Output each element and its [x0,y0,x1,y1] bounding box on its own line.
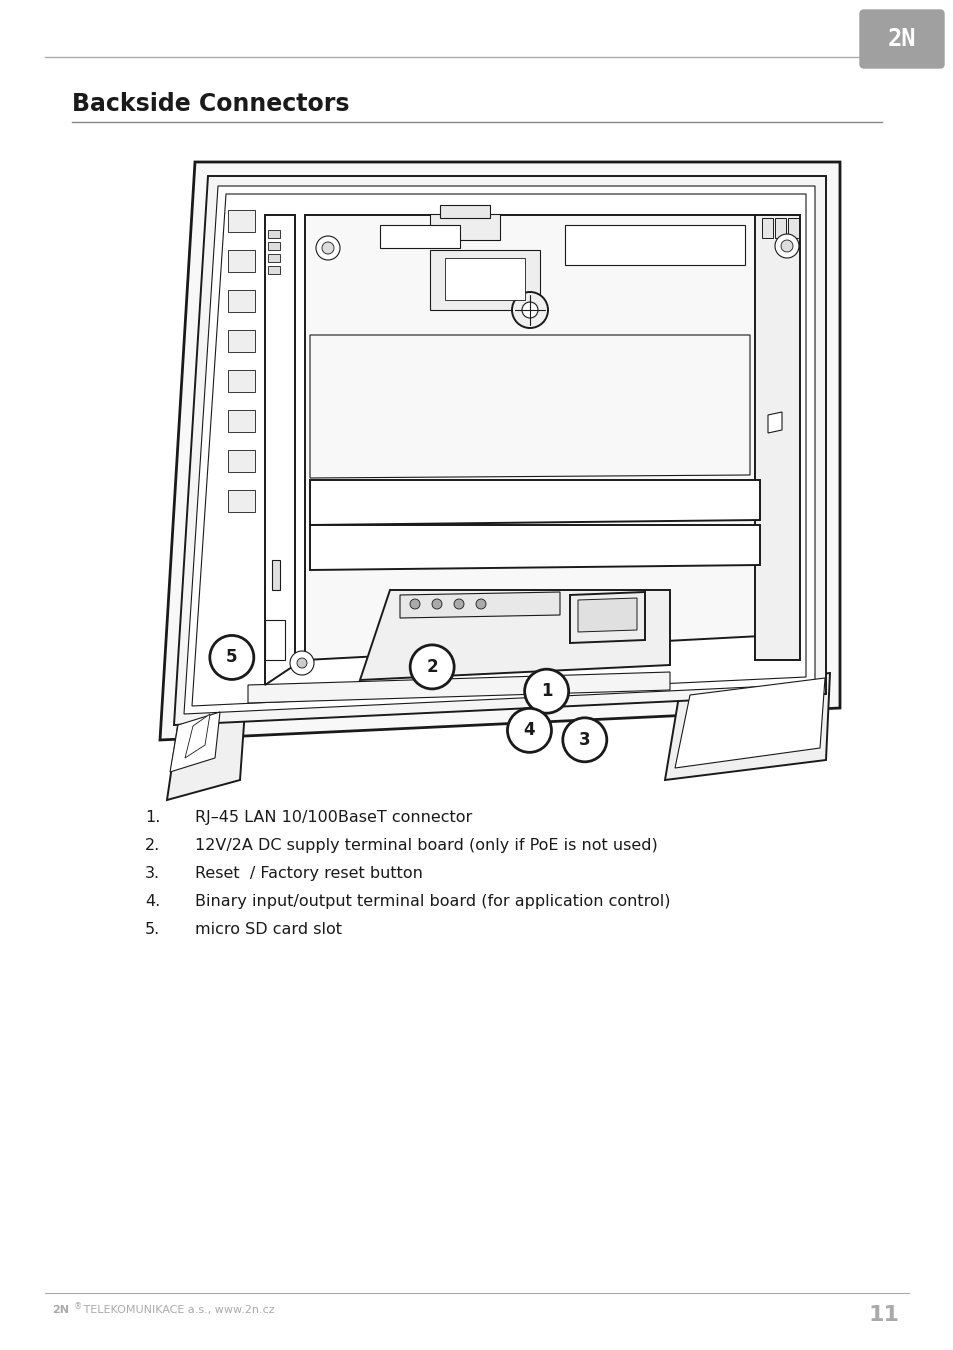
Text: Backside Connectors: Backside Connectors [71,92,349,116]
Text: TELEKOMUNIKACE a.s., www.2n.cz: TELEKOMUNIKACE a.s., www.2n.cz [80,1305,274,1315]
Text: Reset  / Factory reset button: Reset / Factory reset button [194,865,422,882]
Text: 5.: 5. [145,922,160,937]
Circle shape [410,645,454,688]
Polygon shape [444,258,524,300]
Polygon shape [184,186,814,714]
Polygon shape [228,450,254,472]
Polygon shape [767,412,781,433]
Polygon shape [359,590,669,680]
Polygon shape [310,525,760,570]
Polygon shape [439,205,490,217]
Text: 3.: 3. [145,865,160,882]
Polygon shape [160,162,840,740]
Polygon shape [564,225,744,265]
Polygon shape [228,211,254,232]
Text: 11: 11 [868,1305,899,1324]
Polygon shape [268,254,280,262]
Text: 1.: 1. [145,810,160,825]
Circle shape [410,599,419,609]
Polygon shape [185,714,210,757]
Polygon shape [379,225,459,248]
Text: RJ–45 LAN 10/100BaseT connector: RJ–45 LAN 10/100BaseT connector [194,810,472,825]
Polygon shape [268,266,280,274]
Polygon shape [167,710,245,801]
Polygon shape [569,593,644,643]
Polygon shape [228,490,254,512]
Circle shape [781,240,792,252]
Circle shape [322,242,334,254]
Polygon shape [430,250,539,310]
Circle shape [524,670,568,713]
Text: 3: 3 [578,730,590,749]
Text: 2N: 2N [887,27,915,51]
Polygon shape [173,176,825,725]
Polygon shape [228,410,254,432]
Polygon shape [265,215,294,684]
Text: 2.: 2. [145,838,160,853]
Polygon shape [664,674,829,780]
Text: 2: 2 [426,657,437,676]
Circle shape [512,292,547,328]
Polygon shape [272,560,280,590]
Polygon shape [170,711,220,772]
Polygon shape [305,215,780,660]
Text: 4: 4 [523,721,535,740]
Polygon shape [578,598,637,632]
Text: Binary input/output terminal board (for application control): Binary input/output terminal board (for … [194,894,670,909]
Circle shape [476,599,485,609]
FancyBboxPatch shape [859,9,943,68]
Polygon shape [774,217,785,238]
Polygon shape [399,593,559,618]
Polygon shape [675,678,824,768]
Polygon shape [228,329,254,352]
Circle shape [521,302,537,319]
Polygon shape [754,215,800,660]
Circle shape [315,236,339,261]
Circle shape [454,599,463,609]
Polygon shape [192,194,805,706]
Polygon shape [761,217,772,238]
Text: 12V/2A DC supply terminal board (only if PoE is not used): 12V/2A DC supply terminal board (only if… [194,838,657,853]
Polygon shape [248,672,669,703]
Polygon shape [268,242,280,250]
Circle shape [296,657,307,668]
Circle shape [290,651,314,675]
Polygon shape [430,215,499,240]
Polygon shape [268,230,280,238]
Polygon shape [228,250,254,271]
Circle shape [210,636,253,679]
Text: 2N: 2N [52,1305,69,1315]
Text: micro SD card slot: micro SD card slot [194,922,341,937]
Circle shape [507,709,551,752]
Polygon shape [310,481,760,525]
Circle shape [774,234,799,258]
Text: 5: 5 [226,648,237,667]
Polygon shape [787,217,799,238]
Circle shape [562,718,606,761]
Text: ®: ® [74,1301,82,1311]
Polygon shape [228,370,254,392]
Polygon shape [265,620,285,660]
Polygon shape [310,335,749,478]
Text: 4.: 4. [145,894,160,909]
Circle shape [432,599,441,609]
Polygon shape [228,290,254,312]
Text: 1: 1 [540,682,552,701]
